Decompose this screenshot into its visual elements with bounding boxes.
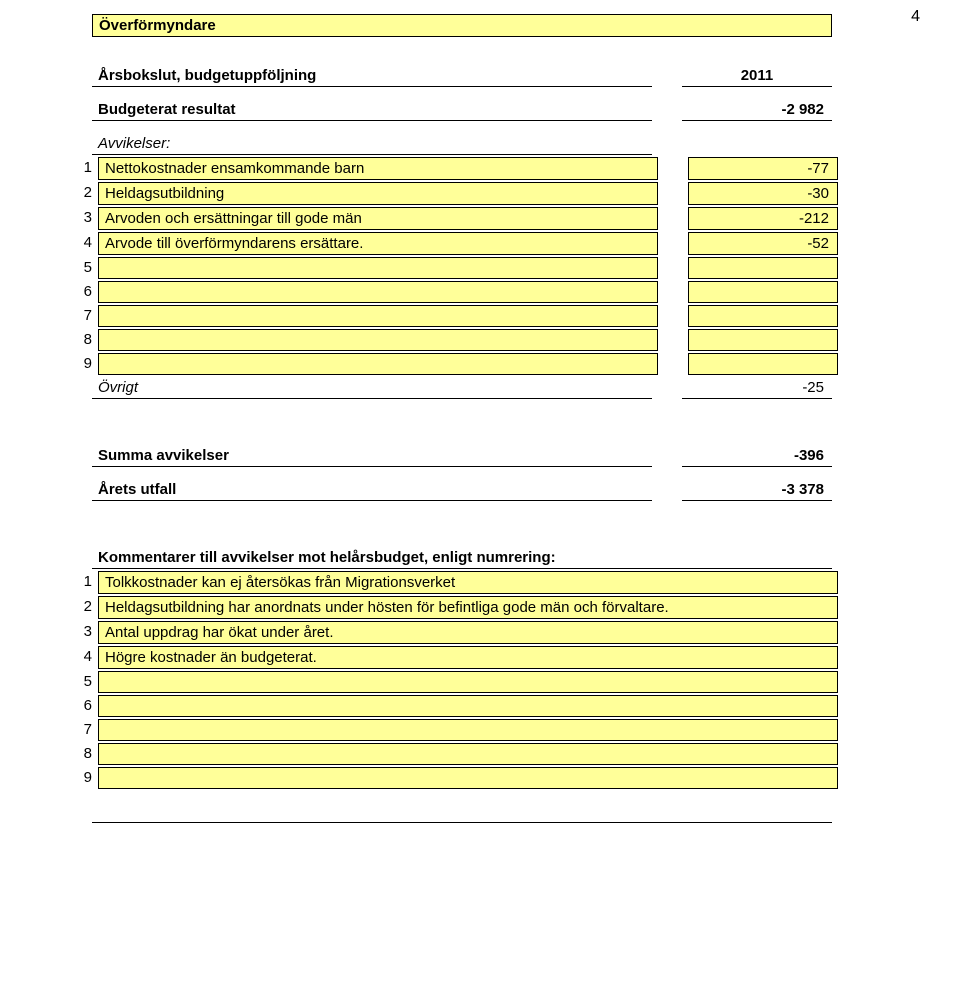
deviation-value bbox=[688, 353, 838, 375]
budget-label: Budgeterat resultat bbox=[92, 99, 652, 121]
deviation-label bbox=[98, 305, 658, 327]
title-box: Överförmyndare bbox=[92, 14, 832, 37]
budget-value: -2 982 bbox=[682, 99, 832, 121]
comment-text bbox=[98, 743, 838, 765]
row-num: 4 bbox=[70, 232, 98, 255]
deviation-value bbox=[688, 257, 838, 279]
footer-underline-row bbox=[70, 801, 910, 823]
comment-text: Tolkkostnader kan ej återsökas från Migr… bbox=[98, 571, 838, 594]
deviation-value bbox=[688, 281, 838, 303]
deviation-value bbox=[688, 329, 838, 351]
comment-row: 5 bbox=[70, 671, 910, 693]
comment-text: Högre kostnader än budgeterat. bbox=[98, 646, 838, 669]
outcome-row: Årets utfall -3 378 bbox=[70, 479, 910, 501]
row-num: 8 bbox=[70, 329, 98, 351]
heading-year: 2011 bbox=[682, 65, 832, 87]
deviation-row: 1 Nettokostnader ensamkommande barn -77 bbox=[70, 157, 910, 180]
row-num: 6 bbox=[70, 281, 98, 303]
deviation-row: 5 bbox=[70, 257, 910, 279]
deviation-value bbox=[688, 305, 838, 327]
row-num: 9 bbox=[70, 353, 98, 375]
deviation-row: 2 Heldagsutbildning -30 bbox=[70, 182, 910, 205]
spacer bbox=[70, 99, 92, 121]
sum-value: -396 bbox=[682, 445, 832, 467]
deviation-value: -212 bbox=[688, 207, 838, 230]
deviations-header: Avvikelser: bbox=[92, 133, 652, 155]
sum-label: Summa avvikelser bbox=[92, 445, 652, 467]
outcome-label: Årets utfall bbox=[92, 479, 652, 501]
row-num: 1 bbox=[70, 571, 98, 594]
spacer bbox=[70, 377, 92, 399]
spacer bbox=[70, 65, 92, 87]
row-num: 7 bbox=[70, 719, 98, 741]
heading-label: Årsbokslut, budgetuppföljning bbox=[92, 65, 652, 87]
outcome-value: -3 378 bbox=[682, 479, 832, 501]
comment-row: 9 bbox=[70, 767, 910, 789]
comment-row: 2 Heldagsutbildning har anordnats under … bbox=[70, 596, 910, 619]
title-row: Överförmyndare bbox=[70, 14, 910, 37]
comment-text bbox=[98, 695, 838, 717]
comment-text bbox=[98, 767, 838, 789]
deviation-label bbox=[98, 329, 658, 351]
deviation-value: -52 bbox=[688, 232, 838, 255]
comment-text bbox=[98, 671, 838, 693]
deviation-label: Arvode till överförmyndarens ersättare. bbox=[98, 232, 658, 255]
comment-row: 7 bbox=[70, 719, 910, 741]
comment-row: 3 Antal uppdrag har ökat under året. bbox=[70, 621, 910, 644]
comment-text bbox=[98, 719, 838, 741]
deviation-label: Arvoden och ersättningar till gode män bbox=[98, 207, 658, 230]
deviation-row: 7 bbox=[70, 305, 910, 327]
spacer bbox=[70, 479, 92, 501]
comment-row: 1 Tolkkostnader kan ej återsökas från Mi… bbox=[70, 571, 910, 594]
deviation-label: Nettokostnader ensamkommande barn bbox=[98, 157, 658, 180]
other-label: Övrigt bbox=[92, 377, 652, 399]
deviation-row: 3 Arvoden och ersättningar till gode män… bbox=[70, 207, 910, 230]
row-num: 1 bbox=[70, 157, 98, 180]
row-num: 2 bbox=[70, 182, 98, 205]
page-number: 4 bbox=[911, 8, 920, 26]
deviation-row: 8 bbox=[70, 329, 910, 351]
deviation-row: 6 bbox=[70, 281, 910, 303]
spacer bbox=[70, 801, 92, 823]
budget-row: Budgeterat resultat -2 982 bbox=[70, 99, 910, 121]
deviation-label bbox=[98, 353, 658, 375]
comment-text: Heldagsutbildning har anordnats under hö… bbox=[98, 596, 838, 619]
row-num: 2 bbox=[70, 596, 98, 619]
row-num: 3 bbox=[70, 621, 98, 644]
spacer bbox=[70, 14, 92, 37]
footer-underline bbox=[92, 801, 832, 823]
row-num: 7 bbox=[70, 305, 98, 327]
deviation-label: Heldagsutbildning bbox=[98, 182, 658, 205]
sum-row: Summa avvikelser -396 bbox=[70, 445, 910, 467]
deviation-label bbox=[98, 281, 658, 303]
spacer bbox=[70, 133, 92, 155]
deviations-header-row: Avvikelser: bbox=[70, 133, 910, 155]
deviation-value: -77 bbox=[688, 157, 838, 180]
other-value: -25 bbox=[682, 377, 832, 399]
deviation-row: 9 bbox=[70, 353, 910, 375]
comments-header-row: Kommentarer till avvikelser mot helårsbu… bbox=[70, 547, 910, 569]
row-num: 6 bbox=[70, 695, 98, 717]
deviation-value: -30 bbox=[688, 182, 838, 205]
spacer bbox=[70, 547, 92, 569]
row-num: 3 bbox=[70, 207, 98, 230]
deviation-label bbox=[98, 257, 658, 279]
row-num: 8 bbox=[70, 743, 98, 765]
comment-row: 4 Högre kostnader än budgeterat. bbox=[70, 646, 910, 669]
row-num: 5 bbox=[70, 671, 98, 693]
deviation-row: 4 Arvode till överförmyndarens ersättare… bbox=[70, 232, 910, 255]
comment-row: 6 bbox=[70, 695, 910, 717]
comment-text: Antal uppdrag har ökat under året. bbox=[98, 621, 838, 644]
row-num: 4 bbox=[70, 646, 98, 669]
comment-row: 8 bbox=[70, 743, 910, 765]
row-num: 5 bbox=[70, 257, 98, 279]
heading-row: Årsbokslut, budgetuppföljning 2011 bbox=[70, 65, 910, 87]
other-row: Övrigt -25 bbox=[70, 377, 910, 399]
row-num: 9 bbox=[70, 767, 98, 789]
comments-header: Kommentarer till avvikelser mot helårsbu… bbox=[92, 547, 832, 569]
spacer bbox=[70, 445, 92, 467]
document-page: 4 Överförmyndare Årsbokslut, budgetuppfö… bbox=[0, 0, 960, 992]
